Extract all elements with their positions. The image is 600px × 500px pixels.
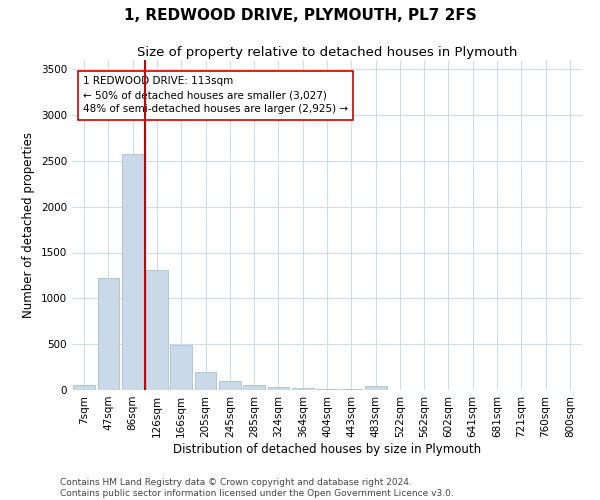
X-axis label: Distribution of detached houses by size in Plymouth: Distribution of detached houses by size … <box>173 442 481 456</box>
Bar <box>243 385 265 390</box>
Title: Size of property relative to detached houses in Plymouth: Size of property relative to detached ho… <box>137 46 517 59</box>
Y-axis label: Number of detached properties: Number of detached properties <box>22 132 35 318</box>
Bar <box>292 388 314 390</box>
Bar <box>194 372 217 390</box>
Text: Contains HM Land Registry data © Crown copyright and database right 2024.
Contai: Contains HM Land Registry data © Crown c… <box>60 478 454 498</box>
Bar <box>97 278 119 390</box>
Text: 1 REDWOOD DRIVE: 113sqm
← 50% of detached houses are smaller (3,027)
48% of semi: 1 REDWOOD DRIVE: 113sqm ← 50% of detache… <box>83 76 348 114</box>
Text: 1, REDWOOD DRIVE, PLYMOUTH, PL7 2FS: 1, REDWOOD DRIVE, PLYMOUTH, PL7 2FS <box>124 8 476 22</box>
Bar <box>219 381 241 390</box>
Bar <box>365 386 386 390</box>
Bar <box>340 389 362 390</box>
Bar <box>170 345 192 390</box>
Bar <box>316 388 338 390</box>
Bar <box>73 386 95 390</box>
Bar <box>146 270 168 390</box>
Bar <box>122 154 143 390</box>
Bar <box>268 387 289 390</box>
